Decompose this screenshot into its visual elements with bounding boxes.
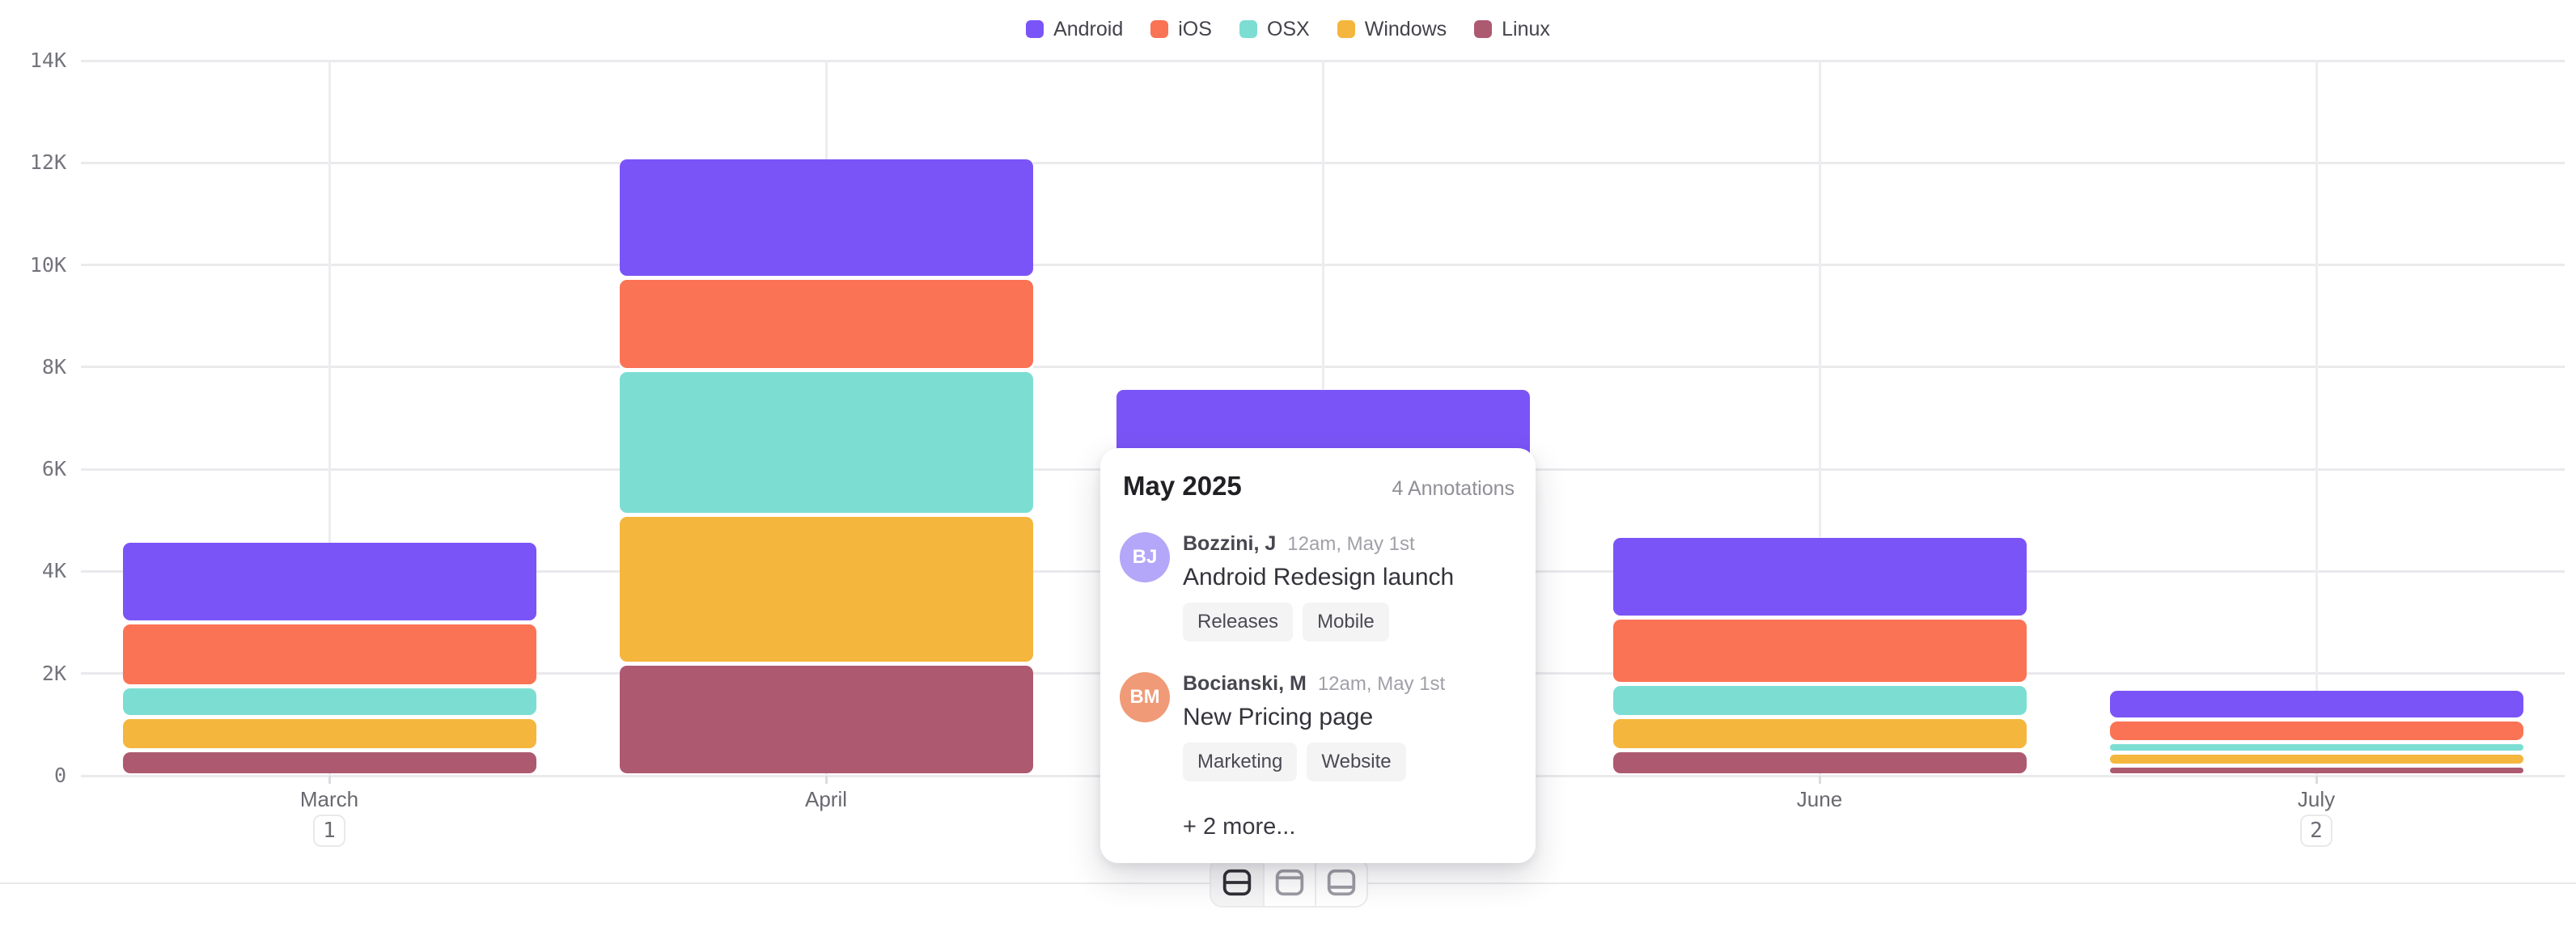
annotation-count-badge-march[interactable]: 1 — [313, 815, 345, 847]
bar-segment-windows-march[interactable] — [122, 718, 536, 748]
annotation-title: Android Redesign launch — [1183, 564, 1455, 590]
x-axis-tick — [1818, 776, 1821, 784]
tag-chip-mobile[interactable]: Mobile — [1303, 603, 1389, 641]
legend-label: Windows — [1364, 17, 1447, 40]
x-axis-tick — [328, 776, 331, 784]
avatar: BJ — [1120, 532, 1170, 582]
y-axis-tick-label: 12K — [29, 150, 66, 175]
chart-legend: Android iOS OSX Windows Linux — [0, 13, 2576, 45]
legend-item-android[interactable]: Android — [1026, 18, 1123, 41]
bar-segment-ios-april[interactable] — [619, 279, 1033, 368]
month-label-june: June — [1796, 787, 1843, 811]
gridline-v — [328, 61, 331, 776]
legend-label: Android — [1053, 17, 1124, 40]
bar-segment-osx-july[interactable] — [2109, 744, 2523, 751]
tag-row: Releases Mobile — [1183, 603, 1516, 641]
popover-header: May 2025 4 Annotations — [1120, 469, 1516, 502]
bar-segment-windows-april[interactable] — [619, 517, 1033, 662]
bar-segment-osx-june[interactable] — [1612, 685, 2027, 715]
legend-swatch — [1239, 20, 1257, 38]
y-axis-tick-label: 4K — [41, 559, 66, 583]
bar-segment-windows-june[interactable] — [1612, 718, 2027, 748]
bar-segment-osx-april[interactable] — [619, 371, 1033, 514]
annotation-title: New Pricing page — [1183, 704, 1374, 730]
y-axis-tick-label: 0 — [53, 764, 66, 787]
annotations-popover: May 2025 4 Annotations BJ Bozzini, J 12am,… — [1100, 448, 1536, 863]
bar-segment-android-april[interactable] — [619, 159, 1033, 276]
tag-row: Marketing Website — [1183, 743, 1516, 781]
annotation-entry[interactable]: BJ Bozzini, J 12am, May 1st Android Redesig… — [1120, 532, 1516, 641]
y-axis-tick-label: 6K — [41, 457, 66, 481]
legend-swatch — [1474, 20, 1493, 38]
layout-button-split-rows-top[interactable] — [1263, 859, 1315, 906]
bar-segment-android-march[interactable] — [122, 543, 536, 621]
legend-label: Linux — [1502, 17, 1550, 40]
author-name: Bozzini, J — [1183, 532, 1277, 555]
entry-body: Bozzini, J 12am, May 1st Android Redesign … — [1183, 532, 1516, 641]
tag-chip-website[interactable]: Website — [1307, 743, 1406, 781]
gridline-v — [2315, 61, 2318, 776]
x-axis-tick — [824, 776, 828, 784]
legend-item-osx[interactable]: OSX — [1239, 18, 1310, 41]
layout-switcher — [1210, 857, 1368, 908]
y-axis-tick-label: 10K — [29, 252, 66, 277]
entry-body: Bocianski, M 12am, May 1st New Pricing pag… — [1183, 672, 1516, 781]
split-rows-middle-icon — [1222, 869, 1252, 896]
month-label-march: March — [299, 787, 359, 811]
tag-chip-marketing[interactable]: Marketing — [1183, 743, 1298, 781]
month-label-april: April — [804, 787, 847, 811]
annotation-count-badge-july[interactable]: 2 — [2300, 815, 2332, 847]
bar-segment-ios-july[interactable] — [2109, 722, 2523, 741]
bar-segment-linux-march[interactable] — [122, 751, 536, 774]
timestamp: 12am, May 1st — [1287, 533, 1415, 555]
bar-segment-linux-july[interactable] — [2109, 767, 2523, 774]
bar-segment-linux-june[interactable] — [1612, 751, 2027, 774]
split-rows-bottom-icon — [1327, 869, 1356, 896]
split-rows-top-icon — [1275, 869, 1304, 896]
annotation-entries: BJ Bozzini, J 12am, May 1st Android Redesig… — [1120, 532, 1516, 781]
x-axis-tick — [2315, 776, 2318, 784]
bar-segment-android-june[interactable] — [1612, 537, 2027, 616]
y-axis-tick-label: 14K — [29, 49, 66, 72]
month-label-july: July — [2297, 787, 2336, 811]
legend-item-ios[interactable]: iOS — [1150, 18, 1212, 41]
popover-title: May 2025 — [1123, 471, 1242, 501]
bar-segment-linux-april[interactable] — [619, 665, 1033, 774]
legend-label: OSX — [1266, 17, 1310, 40]
bar-segment-windows-july[interactable] — [2109, 755, 2523, 764]
tag-chip-releases[interactable]: Releases — [1183, 603, 1294, 641]
y-axis-tick-label: 8K — [41, 354, 66, 379]
bar-segment-android-july[interactable] — [2109, 691, 2523, 718]
gridline-v — [1818, 61, 1821, 776]
popover-annotation-count: 4 Annotations — [1392, 477, 1515, 500]
layout-button-split-rows-middle[interactable] — [1211, 859, 1263, 906]
legend-label: iOS — [1178, 17, 1212, 40]
legend-swatch — [1337, 20, 1355, 38]
timestamp: 12am, May 1st — [1317, 673, 1446, 695]
avatar: BM — [1120, 672, 1170, 722]
legend-swatch — [1026, 20, 1044, 38]
legend-item-windows[interactable]: Windows — [1337, 18, 1447, 41]
more-annotations-link[interactable]: + 2 more... — [1183, 814, 1296, 840]
legend-swatch — [1150, 20, 1169, 38]
bar-segment-osx-march[interactable] — [122, 688, 536, 715]
legend-item-linux[interactable]: Linux — [1474, 18, 1550, 41]
author-name: Bocianski, M — [1183, 672, 1307, 695]
bar-segment-ios-june[interactable] — [1612, 619, 2027, 682]
annotation-entry[interactable]: BM Bocianski, M 12am, May 1st New Pricing p… — [1120, 672, 1516, 781]
y-axis-tick-label: 2K — [41, 661, 66, 685]
bar-segment-ios-march[interactable] — [122, 624, 536, 684]
layout-button-split-rows-bottom[interactable] — [1315, 859, 1366, 906]
